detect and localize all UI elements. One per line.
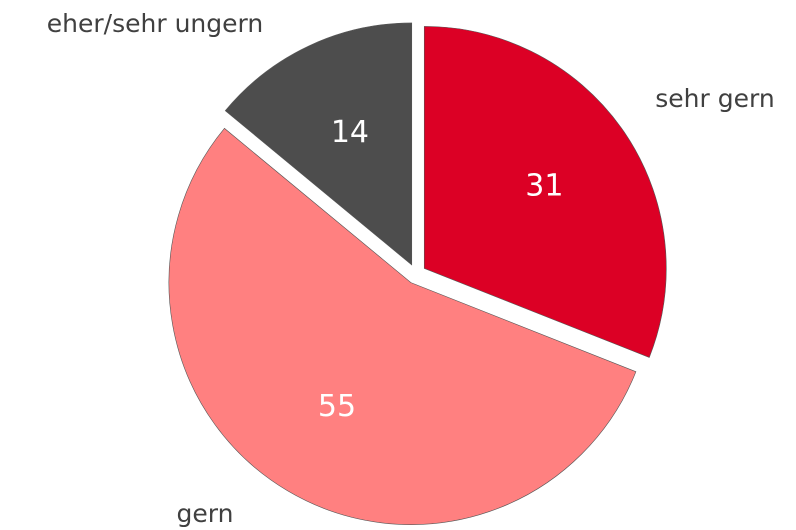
- pie-slice: [224, 22, 413, 266]
- pie-slice: [168, 127, 637, 525]
- pie-slice: [423, 26, 667, 358]
- category-label: gern: [177, 499, 234, 528]
- category-label: sehr gern: [655, 84, 774, 113]
- value-label: 55: [318, 389, 356, 424]
- category-label: eher/sehr ungern: [47, 9, 263, 38]
- value-label: 14: [331, 115, 369, 150]
- value-label: 31: [525, 168, 563, 203]
